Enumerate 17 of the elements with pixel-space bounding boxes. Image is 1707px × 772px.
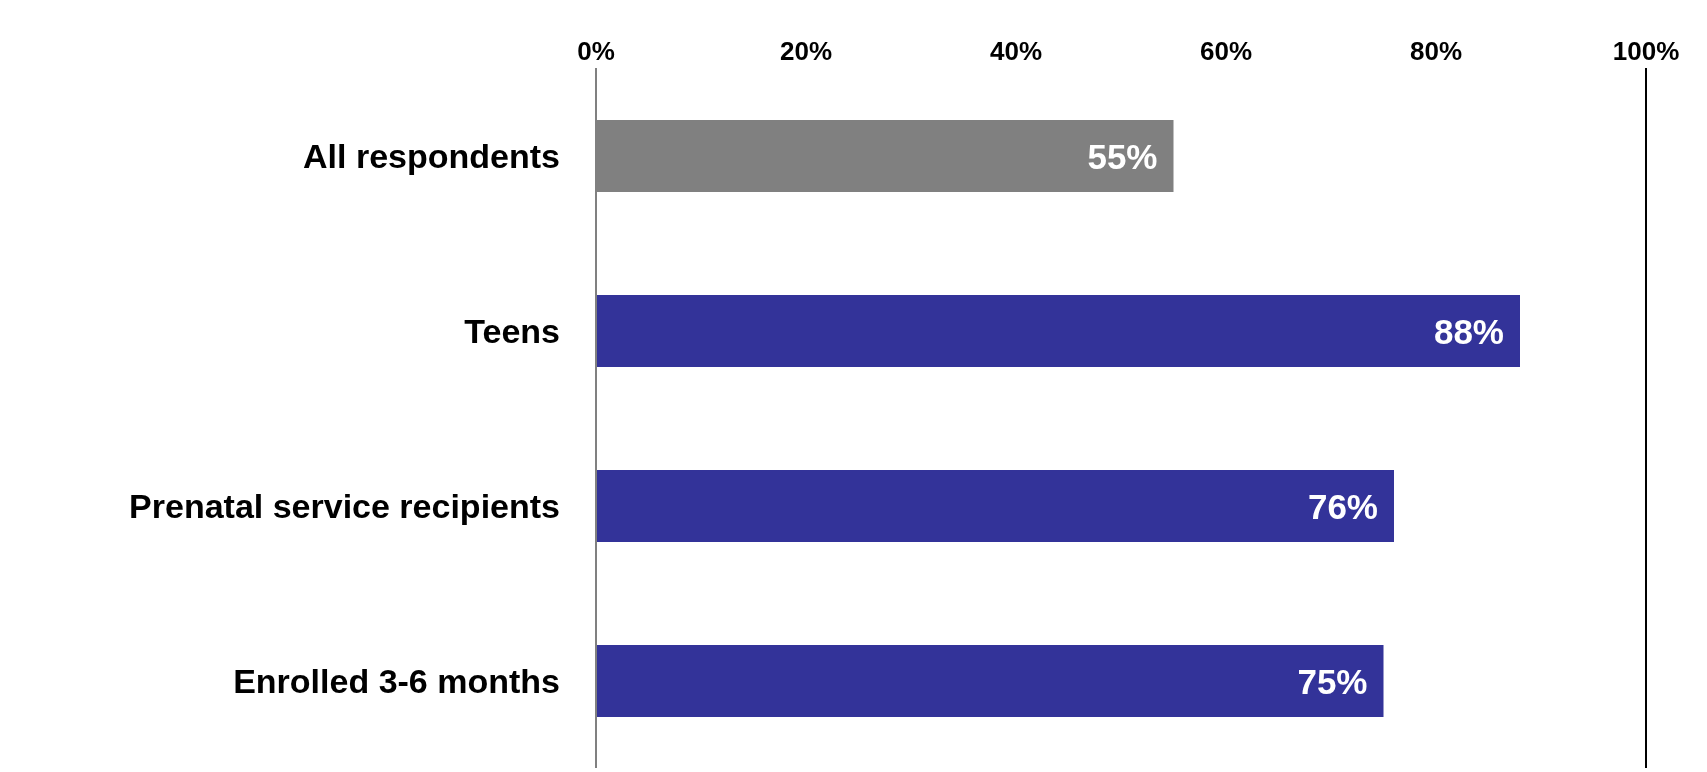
bar — [596, 470, 1394, 542]
data-label: 75% — [1297, 661, 1368, 701]
y-tick-label: Prenatal service recipients — [129, 486, 560, 525]
x-tick-label: 0% — [577, 36, 615, 66]
x-tick-label: 40% — [989, 36, 1043, 66]
x-tick-label: 60% — [1199, 36, 1253, 66]
bar — [596, 295, 1520, 367]
data-label: 88% — [1433, 311, 1504, 351]
x-tick-label: 100% — [1612, 36, 1680, 66]
y-tick-label: Enrolled 3-6 months — [233, 661, 560, 700]
y-tick-label: Teens — [464, 311, 560, 350]
data-label: 76% — [1307, 486, 1378, 526]
data-label: 55% — [1087, 136, 1158, 176]
x-tick-label: 20% — [779, 36, 833, 66]
bar — [596, 645, 1384, 717]
y-tick-label: All respondents — [303, 136, 560, 175]
x-tick-label: 80% — [1409, 36, 1463, 66]
